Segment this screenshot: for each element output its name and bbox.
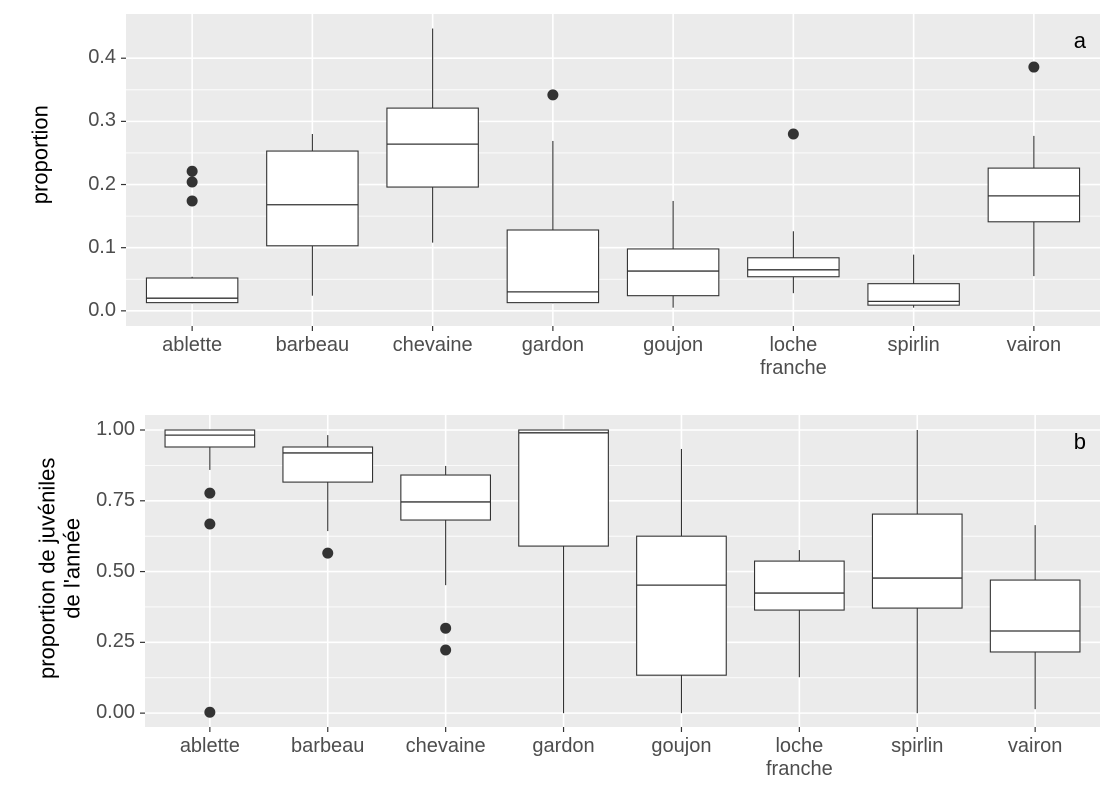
box — [987, 167, 1081, 223]
outlier — [547, 89, 559, 101]
box — [145, 277, 239, 304]
box — [626, 248, 720, 297]
outlier — [204, 706, 216, 718]
y-tick-label: 0.1 — [88, 235, 116, 258]
box — [989, 579, 1081, 653]
outlier — [440, 622, 452, 634]
box — [753, 560, 845, 611]
y-axis-label: proportion de juvéniles de l'année — [34, 457, 85, 679]
x-tick-label: ablette — [179, 735, 240, 757]
outlier — [186, 176, 198, 188]
x-tick-label: gardon — [532, 735, 595, 757]
x-tick-label: barbeau — [291, 735, 365, 757]
y-tick-label: 0.25 — [96, 630, 135, 653]
x-tick-label: vairon — [1007, 735, 1063, 757]
y-tick-label: 1.00 — [96, 418, 135, 440]
outlier — [186, 195, 198, 207]
box — [867, 283, 960, 306]
box — [518, 429, 609, 547]
x-tick-label: goujon — [643, 334, 704, 356]
box — [400, 474, 492, 521]
outlier — [322, 547, 334, 559]
box — [747, 257, 840, 278]
y-tick-label: 0.75 — [96, 488, 135, 511]
y-tick-label: 0.3 — [88, 109, 116, 132]
x-tick-label: chevaine — [405, 735, 486, 757]
x-tick-label: ablette — [162, 334, 223, 356]
x-tick-label: spirlin — [887, 334, 940, 356]
outlier — [186, 165, 198, 177]
outlier — [204, 518, 216, 530]
x-tick-label: vairon — [1006, 334, 1062, 356]
outlier — [787, 128, 799, 140]
panel-label: b — [1074, 429, 1086, 454]
box — [164, 429, 256, 448]
box — [386, 107, 479, 188]
x-tick-label: gardon — [521, 334, 585, 356]
x-tick-label: loche franche — [760, 334, 827, 379]
outlier — [440, 644, 452, 656]
panel-label: a — [1074, 28, 1087, 53]
x-tick-label: barbeau — [275, 334, 350, 356]
box — [282, 446, 374, 483]
box — [871, 513, 963, 609]
x-tick-label: spirlin — [891, 735, 944, 757]
y-tick-label: 0.00 — [96, 701, 135, 724]
outlier — [1028, 61, 1040, 73]
box — [636, 535, 727, 676]
y-tick-label: 0.4 — [88, 46, 116, 69]
y-tick-label: 0.0 — [88, 298, 116, 321]
outlier — [204, 487, 216, 499]
box — [266, 150, 359, 247]
x-tick-label: loche franche — [765, 735, 833, 780]
y-tick-label: 0.2 — [88, 172, 116, 195]
box — [506, 229, 600, 304]
y-tick-label: 0.50 — [96, 559, 135, 582]
x-tick-label: chevaine — [392, 334, 473, 356]
x-tick-label: goujon — [651, 735, 712, 757]
y-axis-label: proportion — [27, 105, 53, 205]
